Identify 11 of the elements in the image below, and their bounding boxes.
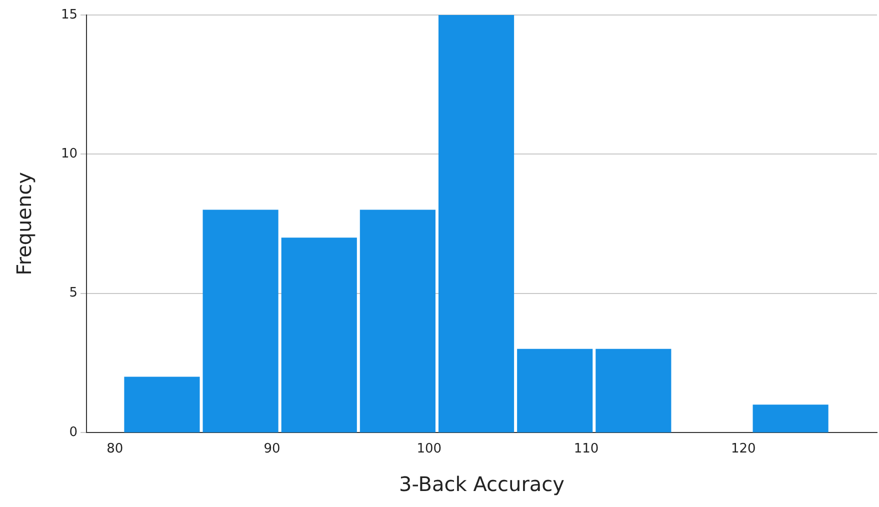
y-tick-label: 0	[69, 424, 78, 440]
x-tick-label: 120	[731, 442, 756, 457]
y-tick-label: 15	[60, 7, 78, 22]
x-axis-title: 3-Back Accuracy	[399, 472, 565, 496]
y-tick-label: 10	[60, 146, 78, 162]
x-tick-label: 80	[106, 442, 124, 457]
x-tick-label: 90	[264, 442, 280, 457]
x-tick-label: 100	[416, 442, 442, 457]
y-axis-title: Frequency	[12, 172, 36, 276]
x-tick-label: 110	[574, 442, 599, 457]
y-tick-label: 5	[69, 286, 78, 301]
